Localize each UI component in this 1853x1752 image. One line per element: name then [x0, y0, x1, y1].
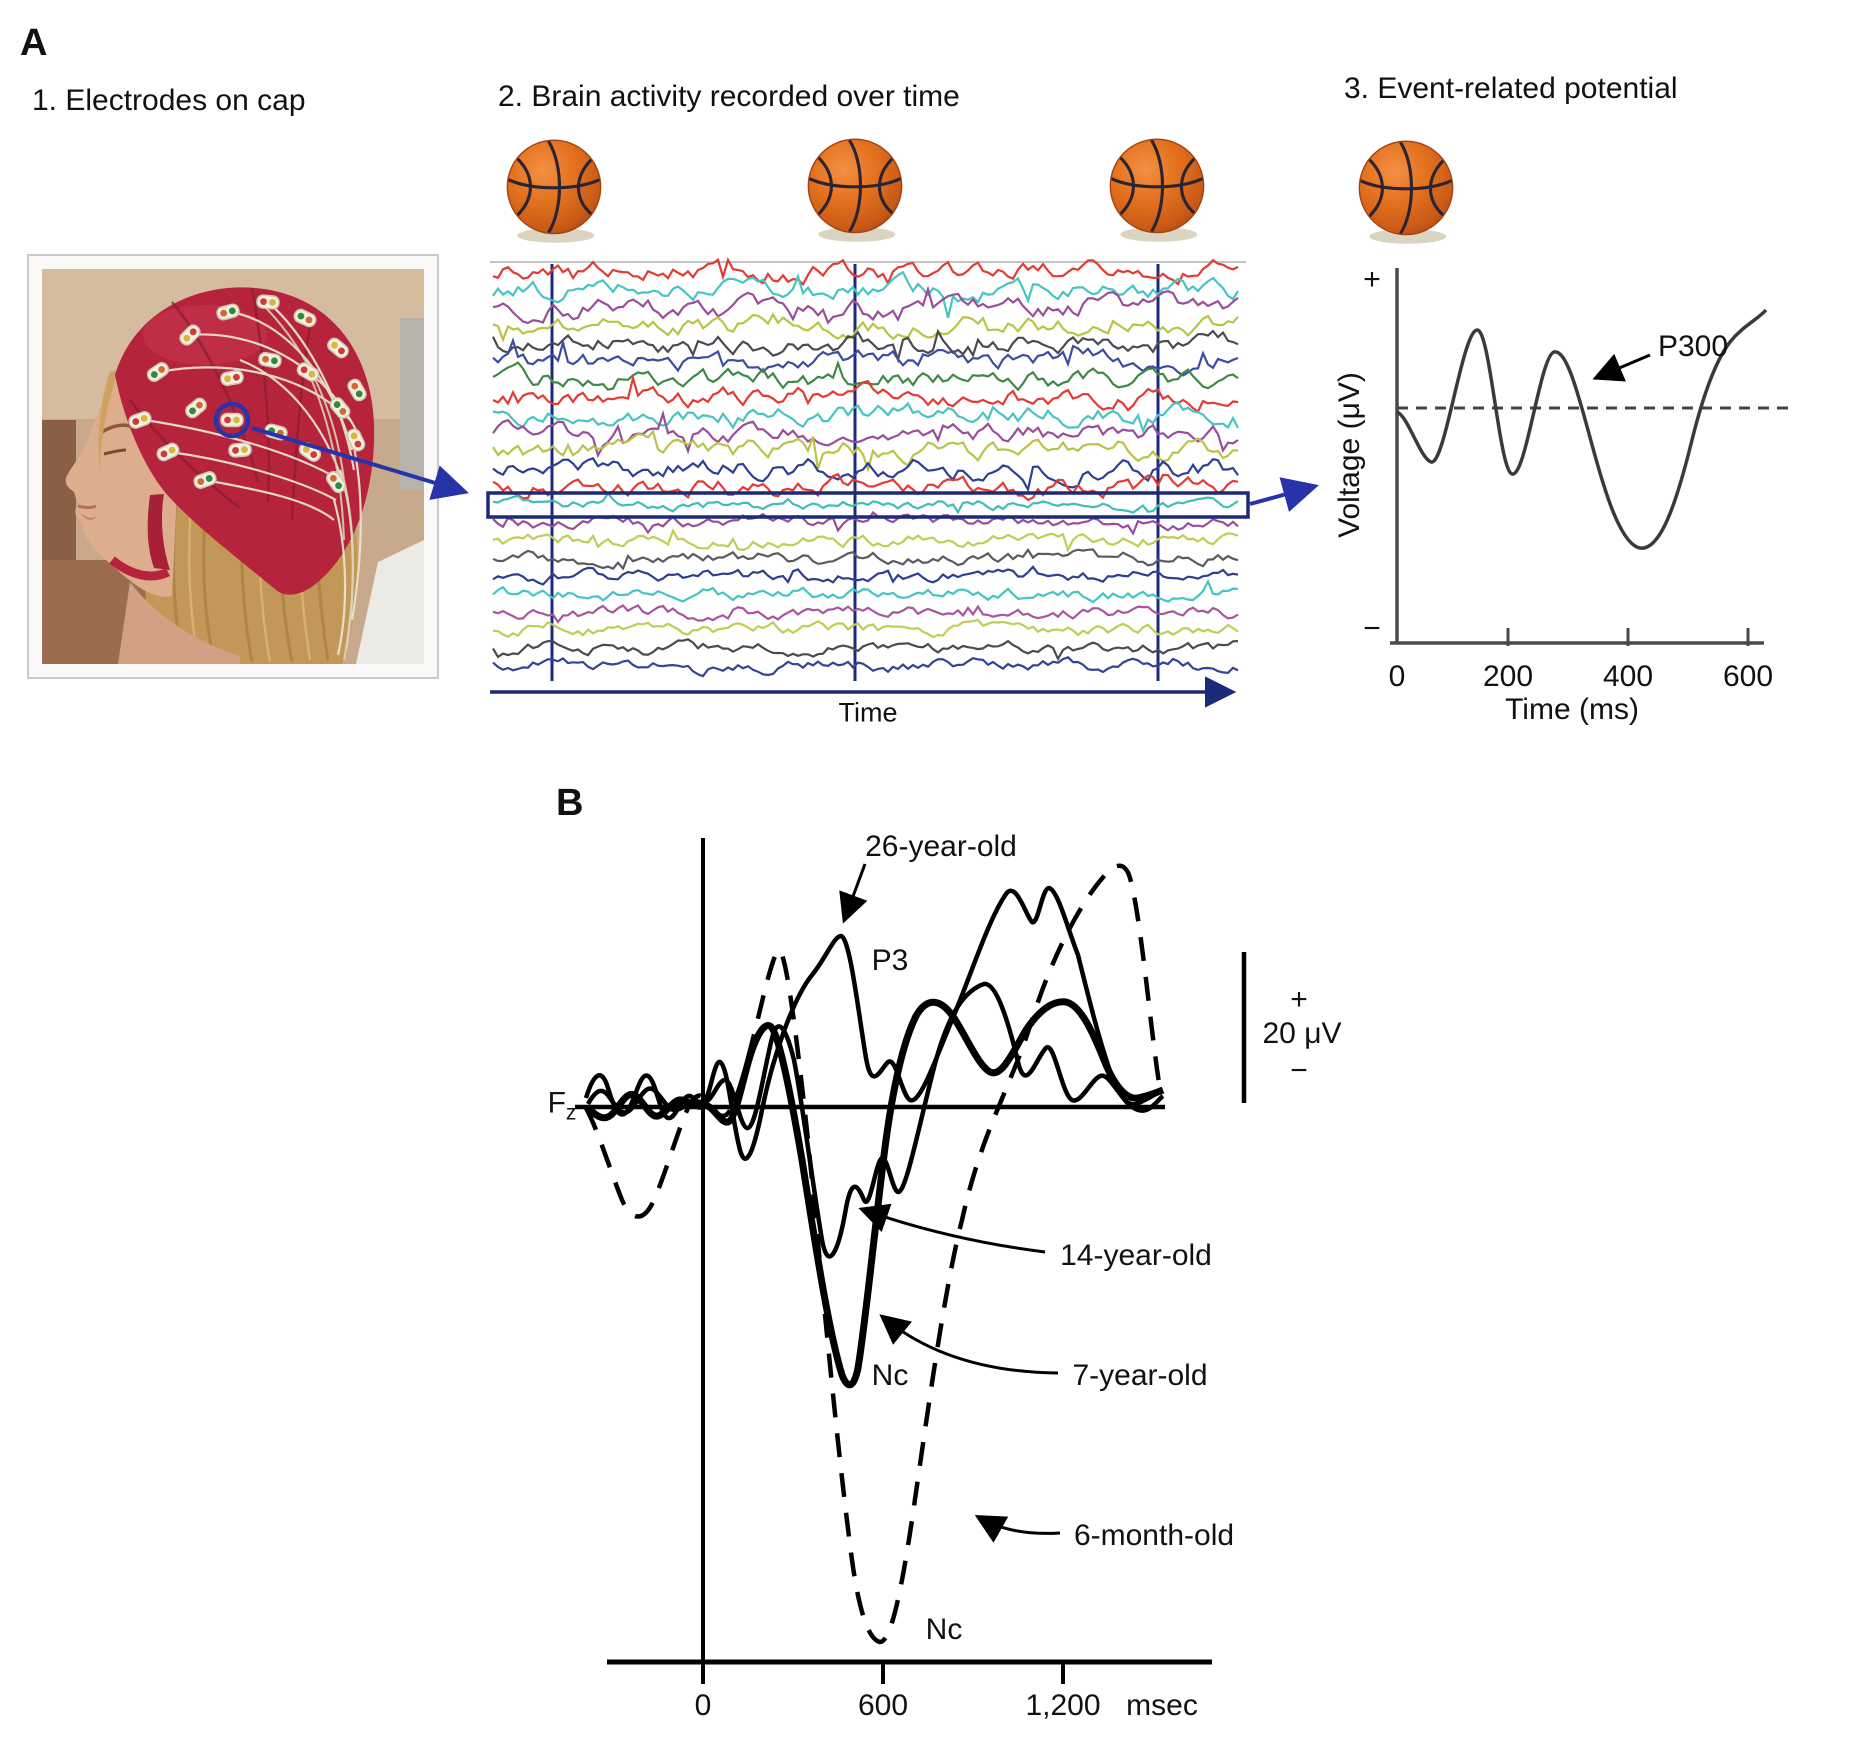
trace-to-erp-arrow-icon — [1249, 477, 1319, 512]
curve-7-year-old — [585, 998, 1165, 1389]
panel-b-plot — [575, 838, 1247, 1684]
curve-14-year-old — [586, 981, 1164, 1259]
eeg-trace — [492, 656, 1239, 678]
electrode-icon — [220, 412, 244, 428]
scale-minus-sign: − — [1290, 1054, 1308, 1087]
fz-electrode-label: Fz — [547, 1086, 577, 1125]
electrode-icon — [325, 470, 347, 494]
basketball-icon — [505, 138, 603, 245]
electrode-icon — [216, 303, 240, 321]
b-x-tick-0: 0 — [694, 1689, 712, 1722]
erp-x-tick-600: 600 — [1722, 660, 1774, 693]
electrode-icon — [179, 324, 201, 346]
electrode-icon — [327, 337, 349, 359]
eeg-cap-photo — [27, 254, 439, 679]
label-p3: P3 — [871, 944, 909, 977]
electrode-icon — [296, 362, 320, 382]
p300-arrow-icon — [1592, 353, 1651, 382]
eeg-trace — [492, 312, 1239, 343]
p300-label: P300 — [1657, 330, 1729, 363]
electrode-icon — [146, 361, 170, 383]
electrode-icon — [220, 369, 244, 387]
step2-title: 2. Brain activity recorded over time — [498, 80, 960, 113]
basketball-icon — [806, 137, 904, 244]
electrode-icon — [193, 471, 217, 489]
eeg-trace — [492, 257, 1239, 287]
panel-a-label: A — [20, 22, 48, 64]
erp-x-tick-400: 400 — [1602, 660, 1654, 693]
electrode-icon — [128, 411, 152, 429]
eeg-trace — [492, 270, 1239, 319]
label-6-month-old: 6-month-old — [1073, 1519, 1235, 1552]
eeg-trace — [492, 528, 1239, 554]
b-x-unit-label: msec — [1126, 1689, 1198, 1722]
erp-y-axis-label: Voltage (μV) — [1333, 372, 1366, 538]
panel-b-label: B — [556, 782, 584, 824]
eeg-trace — [492, 359, 1239, 392]
erp-x-tick-0: 0 — [1388, 660, 1406, 693]
electrode-icon — [293, 308, 317, 328]
basketball-icon — [1357, 139, 1455, 246]
basketball-icon — [1108, 137, 1206, 244]
electrode-icon — [347, 378, 367, 402]
eeg-trace-lines — [492, 257, 1239, 678]
label-arrow-26-year-old — [839, 863, 868, 924]
electrode-icon — [329, 397, 351, 419]
label-26-year-old: 26-year-old — [865, 830, 1017, 863]
eeg-trace — [492, 547, 1239, 571]
eeg-trace — [492, 618, 1239, 639]
electrode-icon — [156, 442, 180, 462]
photo-to-eeg-arrow-icon — [251, 426, 469, 500]
eeg-trace — [492, 429, 1239, 474]
eeg-trace — [492, 409, 1239, 459]
erp-plot — [1390, 268, 1790, 646]
selected-trace-box — [486, 491, 1250, 519]
eeg-trace — [492, 565, 1239, 586]
label-7-year-old: 7-year-old — [1072, 1359, 1208, 1392]
electrode-icon — [346, 428, 366, 452]
step1-title: 1. Electrodes on cap — [32, 84, 306, 117]
scale-plus-sign: + — [1290, 983, 1308, 1016]
label-nc-infant: Nc — [925, 1613, 963, 1646]
label-arrow-6-month-old — [974, 1515, 1061, 1543]
label-nc-child: Nc — [871, 1359, 909, 1392]
eeg-trace — [492, 472, 1239, 502]
erp-waveform — [1396, 308, 1768, 550]
eeg-trace — [492, 337, 1239, 377]
scale-value-label: 20 μV — [1262, 1017, 1342, 1050]
curve-26-year-old — [583, 885, 1165, 1161]
electrode-highlight-circle — [213, 401, 251, 439]
erp-x-axis-label: Time (ms) — [1505, 693, 1639, 726]
label-arrow-14-year-old — [858, 1203, 1046, 1254]
b-x-tick-600: 600 — [857, 1689, 909, 1722]
eeg-trace — [492, 285, 1239, 325]
erp-x-tick-200: 200 — [1482, 660, 1534, 693]
eeg-trace — [492, 491, 1239, 515]
erp-plus-sign: + — [1363, 263, 1381, 296]
b-x-tick-1200: 1,200 — [1025, 1689, 1101, 1722]
curve-6-month-old — [584, 863, 1163, 1645]
step3-title: 3. Event-related potential — [1344, 72, 1678, 105]
label-arrow-7-year-old — [879, 1314, 1059, 1375]
eeg-trace — [492, 604, 1239, 624]
electrode-icon — [228, 442, 252, 458]
electrode-icon — [185, 397, 207, 419]
eeg-time-axis-label: Time — [838, 697, 898, 728]
electrode-icon — [258, 351, 282, 369]
eeg-trace — [492, 456, 1239, 493]
eeg-trace — [492, 578, 1239, 604]
eeg-panel — [486, 257, 1250, 708]
eeg-trace — [492, 400, 1239, 434]
eeg-trace — [492, 373, 1239, 414]
erp-minus-sign: − — [1363, 612, 1381, 645]
stimulus-onset-lines — [550, 264, 1160, 681]
label-14-year-old: 14-year-old — [1060, 1239, 1212, 1272]
eeg-trace — [492, 638, 1239, 662]
electrode-icons — [128, 294, 367, 494]
eeg-trace — [492, 328, 1239, 364]
electrode-icon — [256, 294, 280, 310]
